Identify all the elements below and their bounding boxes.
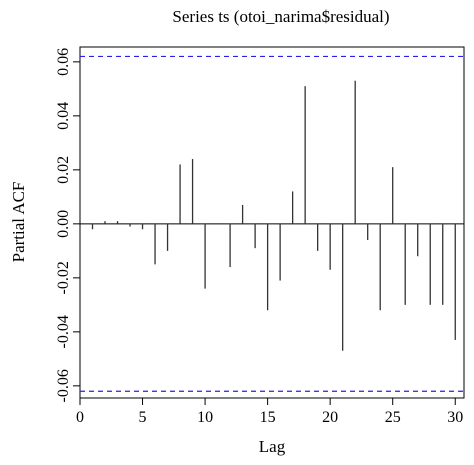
- x-tick-label: 30: [447, 409, 463, 426]
- y-tick-label: 0.06: [55, 48, 72, 76]
- y-tick-label: 0.00: [55, 210, 72, 238]
- y-tick-label: -0.02: [55, 261, 72, 294]
- y-axis-label: Partial ACF: [9, 182, 28, 263]
- x-tick-label: 25: [385, 409, 401, 426]
- chart-title: Series ts (otoi_narima$residual): [172, 7, 389, 26]
- x-tick-label: 5: [139, 409, 147, 426]
- y-tick-label: -0.06: [55, 369, 72, 402]
- x-axis: 0 5 10 15 20 25 30: [76, 398, 463, 426]
- x-tick-label: 15: [260, 409, 276, 426]
- x-tick-label: 20: [322, 409, 338, 426]
- plot-area: [79, 46, 465, 399]
- y-tick-label: 0.04: [55, 102, 72, 130]
- x-tick-label: 0: [76, 409, 84, 426]
- y-axis: -0.06 -0.04 -0.02 0.00 0.02 0.04 0.06: [55, 48, 80, 403]
- x-axis-label: Lag: [259, 437, 286, 456]
- y-tick-label: -0.04: [55, 315, 72, 348]
- y-tick-label: 0.02: [55, 156, 72, 184]
- plot-frame: [79, 46, 465, 399]
- pacf-spikes: [91, 80, 456, 351]
- x-tick-label: 10: [197, 409, 213, 426]
